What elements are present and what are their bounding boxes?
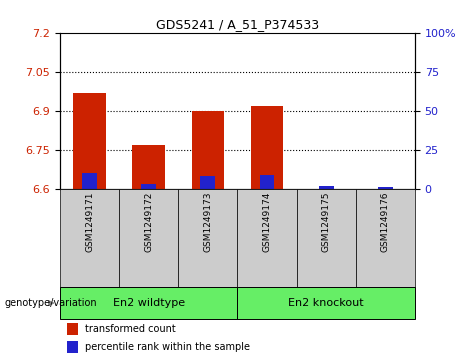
Bar	[132, 144, 165, 189]
Bar	[378, 187, 393, 189]
Bar	[82, 173, 97, 189]
Bar	[296, 189, 356, 287]
Bar	[356, 189, 415, 287]
Bar	[192, 111, 224, 189]
Text: En2 wildtype: En2 wildtype	[112, 298, 185, 308]
Bar	[67, 341, 78, 354]
Bar	[178, 189, 237, 287]
Bar	[60, 287, 237, 319]
Bar	[201, 176, 215, 189]
Text: GSM1249173: GSM1249173	[203, 192, 213, 252]
Bar	[73, 93, 106, 189]
Bar	[319, 185, 334, 189]
Bar	[237, 189, 296, 287]
Bar	[251, 106, 283, 189]
Text: GSM1249174: GSM1249174	[262, 192, 272, 252]
Text: transformed count: transformed count	[85, 325, 176, 334]
Bar	[141, 184, 156, 189]
Bar	[119, 189, 178, 287]
Text: GSM1249175: GSM1249175	[322, 192, 331, 252]
Title: GDS5241 / A_51_P374533: GDS5241 / A_51_P374533	[156, 19, 319, 32]
Text: GSM1249172: GSM1249172	[144, 192, 153, 252]
Text: GSM1249171: GSM1249171	[85, 192, 94, 252]
Bar	[237, 287, 415, 319]
Text: genotype/variation: genotype/variation	[5, 298, 97, 308]
Bar	[67, 323, 78, 335]
Text: GSM1249176: GSM1249176	[381, 192, 390, 252]
Text: En2 knockout: En2 knockout	[288, 298, 364, 308]
Bar	[260, 175, 274, 189]
Bar	[60, 189, 119, 287]
Text: percentile rank within the sample: percentile rank within the sample	[85, 342, 250, 352]
